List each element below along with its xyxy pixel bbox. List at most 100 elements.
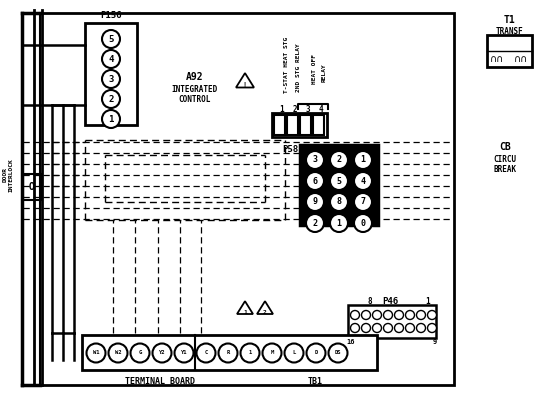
Circle shape [102,50,120,68]
Text: 2: 2 [312,218,317,228]
Circle shape [406,310,414,320]
Text: T-STAT HEAT STG: T-STAT HEAT STG [284,37,289,93]
Bar [313,115,324,135]
Text: ∩∩: ∩∩ [514,54,528,64]
Bar [348,305,436,338]
Circle shape [102,110,120,128]
Text: 9: 9 [312,198,317,207]
Text: 2: 2 [336,156,341,164]
Text: 9: 9 [433,339,437,345]
Text: TERMINAL BOARD: TERMINAL BOARD [125,376,195,386]
Circle shape [263,344,281,363]
Circle shape [175,344,193,363]
Text: 1: 1 [425,297,430,307]
Bar [274,115,285,135]
Text: L: L [293,350,296,356]
Text: 8: 8 [336,198,341,207]
Bar [300,145,378,225]
Circle shape [109,344,127,363]
Text: P46: P46 [382,297,398,307]
Polygon shape [236,73,254,88]
Text: T1: T1 [504,15,516,25]
Circle shape [354,214,372,232]
Circle shape [330,172,348,190]
Text: DS: DS [335,350,341,356]
Bar [272,113,327,137]
Bar [82,335,377,370]
Circle shape [86,344,105,363]
Text: 1: 1 [109,115,114,124]
Text: 7: 7 [361,198,366,207]
Text: 2: 2 [293,105,297,115]
Circle shape [306,172,324,190]
Circle shape [372,324,382,333]
Text: G: G [138,350,142,356]
Circle shape [218,344,238,363]
Text: RELAY: RELAY [321,64,326,83]
Text: DOOR
INTERLOCK: DOOR INTERLOCK [3,158,13,192]
Circle shape [372,310,382,320]
Text: 3: 3 [109,75,114,83]
Text: 6: 6 [312,177,317,186]
Circle shape [394,324,403,333]
Text: 4: 4 [361,177,366,186]
Bar [22,13,454,385]
Bar [85,23,137,125]
Circle shape [383,324,392,333]
Circle shape [354,172,372,190]
Text: 4: 4 [319,105,324,115]
Circle shape [330,151,348,169]
Circle shape [354,151,372,169]
Text: 2ND STG RELAY: 2ND STG RELAY [295,43,300,92]
Text: BREAK: BREAK [494,164,516,173]
Circle shape [351,310,360,320]
Circle shape [351,324,360,333]
Text: ∩∩: ∩∩ [490,54,504,64]
Circle shape [306,214,324,232]
Text: D: D [314,350,317,356]
Text: 1: 1 [361,156,366,164]
Circle shape [152,344,172,363]
Circle shape [102,90,120,108]
Bar [300,115,311,135]
Text: P156: P156 [100,11,122,19]
Text: INTEGRATED: INTEGRATED [172,85,218,94]
Circle shape [102,30,120,48]
Text: 5: 5 [336,177,341,186]
Text: A92: A92 [186,72,204,82]
Text: W1: W1 [93,350,99,356]
Circle shape [131,344,150,363]
Circle shape [428,324,437,333]
Text: CONTROL: CONTROL [179,96,211,105]
Circle shape [306,151,324,169]
Text: Y1: Y1 [181,350,187,356]
Text: 2: 2 [263,310,267,314]
Text: O: O [29,182,35,192]
Text: 5: 5 [109,34,114,43]
Circle shape [354,193,372,211]
Circle shape [362,310,371,320]
Polygon shape [257,301,273,314]
Circle shape [417,310,425,320]
Circle shape [406,324,414,333]
Circle shape [329,344,347,363]
Circle shape [330,193,348,211]
Text: C: C [204,350,208,356]
Text: P58: P58 [282,145,298,154]
Circle shape [362,324,371,333]
Text: 1: 1 [280,105,284,115]
Text: 3: 3 [312,156,317,164]
Bar [487,35,532,67]
Circle shape [306,193,324,211]
Text: CB: CB [499,142,511,152]
Bar [23,174,41,200]
Bar [287,115,298,135]
Text: !: ! [243,82,247,88]
Circle shape [428,310,437,320]
Circle shape [240,344,259,363]
Text: W2: W2 [115,350,121,356]
Text: 1: 1 [243,310,247,314]
Text: 4: 4 [109,55,114,64]
Text: Y2: Y2 [159,350,165,356]
Circle shape [306,344,326,363]
